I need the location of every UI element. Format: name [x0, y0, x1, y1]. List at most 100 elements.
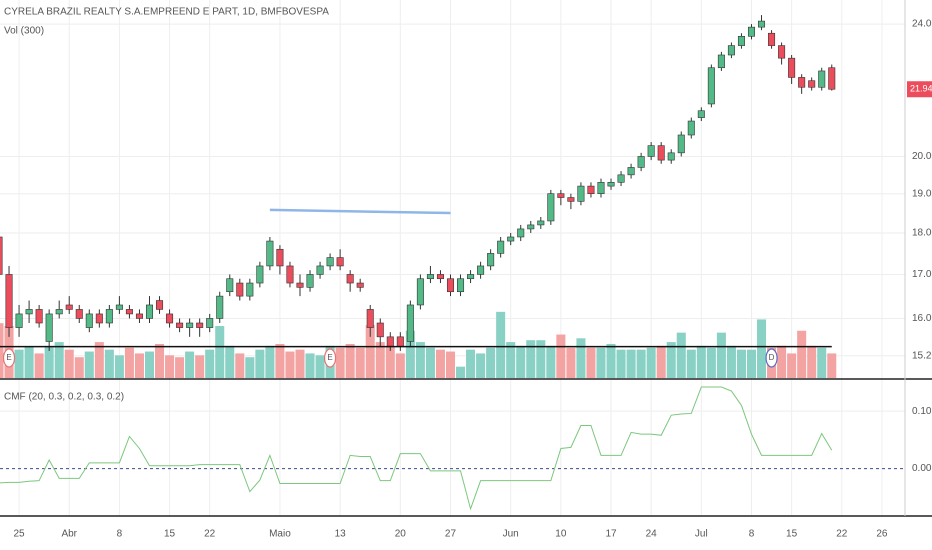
y-tick-label: 17.00: [912, 269, 932, 280]
candle-body: [356, 282, 364, 288]
candle-body: [135, 313, 143, 319]
candle-body: [15, 313, 23, 328]
trend-line: [269, 208, 451, 215]
candle-body: [216, 295, 224, 319]
candle-body: [316, 265, 324, 275]
volume-bar: [54, 342, 64, 378]
volume-label: Vol (300): [4, 26, 44, 37]
volume-bar: [365, 325, 375, 378]
candle-body: [808, 80, 816, 88]
candle-body: [457, 278, 465, 293]
volume-bar: [44, 345, 54, 378]
axes: 25 Abr 8 15 22 Maio 13 20 27 Jun 10 17 24 Jul 8 15 22 26 1…: [14, 19, 932, 540]
candle-body: [35, 309, 43, 324]
volume-bar: [275, 343, 285, 378]
volume-bar: [636, 349, 646, 378]
candle-body: [487, 253, 495, 267]
candle-body: [5, 274, 13, 328]
volume-bar: [666, 342, 676, 378]
event-label: D: [769, 353, 775, 362]
volume-bar: [14, 349, 24, 378]
candle-body: [818, 70, 826, 88]
candle-body: [25, 309, 33, 315]
y-tick-label: 15.20: [912, 350, 932, 361]
x-tick-label: 8: [749, 529, 755, 540]
volume-bar: [466, 349, 476, 378]
candle-body: [436, 274, 444, 280]
event-marker: [765, 348, 778, 368]
candle-body: [75, 309, 83, 319]
grid: [0, 0, 905, 516]
cmf-label: CMF (20, 0.3, 0.2, 0.3, 0.2): [4, 392, 124, 403]
candle-body: [125, 309, 133, 315]
volume-bar: [375, 342, 385, 378]
volume-bar: [476, 353, 486, 378]
candle-body: [45, 313, 53, 342]
candle-body: [376, 322, 384, 338]
volume-bar: [777, 345, 787, 378]
x-tick-label: 20: [395, 529, 407, 540]
candle-body: [336, 257, 344, 267]
candle-body: [145, 304, 154, 319]
volume-bar: [606, 343, 616, 378]
candle-body: [587, 185, 595, 194]
candle-body: [657, 145, 665, 161]
x-tick-label: 25: [14, 529, 26, 540]
volume-bar: [797, 330, 807, 378]
candle-body: [276, 248, 284, 267]
volume-bar: [235, 353, 245, 378]
candle-body: [687, 120, 695, 136]
y-tick-label: 19.00: [912, 188, 932, 199]
candle-body: [55, 309, 63, 315]
event-label: E: [6, 353, 11, 362]
x-tick-label: Abr: [61, 529, 77, 540]
candle-body: [828, 67, 836, 90]
candle-body: [406, 304, 414, 342]
volume-bar: [215, 326, 225, 378]
volume-bar: [24, 346, 34, 378]
candle-body: [416, 278, 424, 306]
candle-body: [166, 313, 174, 324]
candle-body: [507, 236, 515, 242]
x-tick-label: 15: [164, 529, 176, 540]
volume-bar: [656, 345, 666, 378]
volume-bar: [144, 351, 155, 378]
candle-body: [697, 110, 705, 118]
candle-body: [65, 304, 73, 310]
candle-body: [677, 134, 685, 154]
candle-body: [176, 322, 184, 328]
volume-bar: [536, 340, 546, 378]
candle-body: [557, 193, 565, 198]
volume-bar: [626, 349, 636, 378]
x-tick-label: 26: [876, 529, 888, 540]
volume-bar: [456, 366, 466, 378]
x-tick-label: 15: [786, 529, 798, 540]
volume-bar: [265, 345, 275, 378]
volume-bar: [516, 345, 526, 378]
event-marker: [323, 348, 337, 368]
candle-body: [186, 322, 194, 328]
candle-body: [196, 322, 204, 328]
x-tick-label: 8: [117, 529, 123, 540]
volume-bar: [385, 345, 395, 378]
volume-bar: [415, 342, 425, 378]
volume-bar: [757, 319, 767, 378]
chart-title: CYRELA BRAZIL REALTY S.A.EMPREEND E PART…: [4, 7, 329, 18]
volume-bar: [64, 349, 74, 378]
candle-body: [537, 220, 545, 226]
volume-bar: [726, 345, 736, 378]
volume-bar: [566, 347, 576, 378]
volume-bar: [706, 347, 716, 378]
x-tick-label: Jun: [503, 529, 519, 540]
candle-body: [667, 152, 675, 161]
volume-bar: [586, 347, 596, 378]
candle-body: [467, 274, 475, 280]
x-tick-label: 17: [605, 529, 617, 540]
volume-bar: [405, 330, 415, 378]
candle-body: [95, 313, 103, 324]
candle-body: [396, 336, 404, 347]
candle-body: [597, 182, 605, 194]
